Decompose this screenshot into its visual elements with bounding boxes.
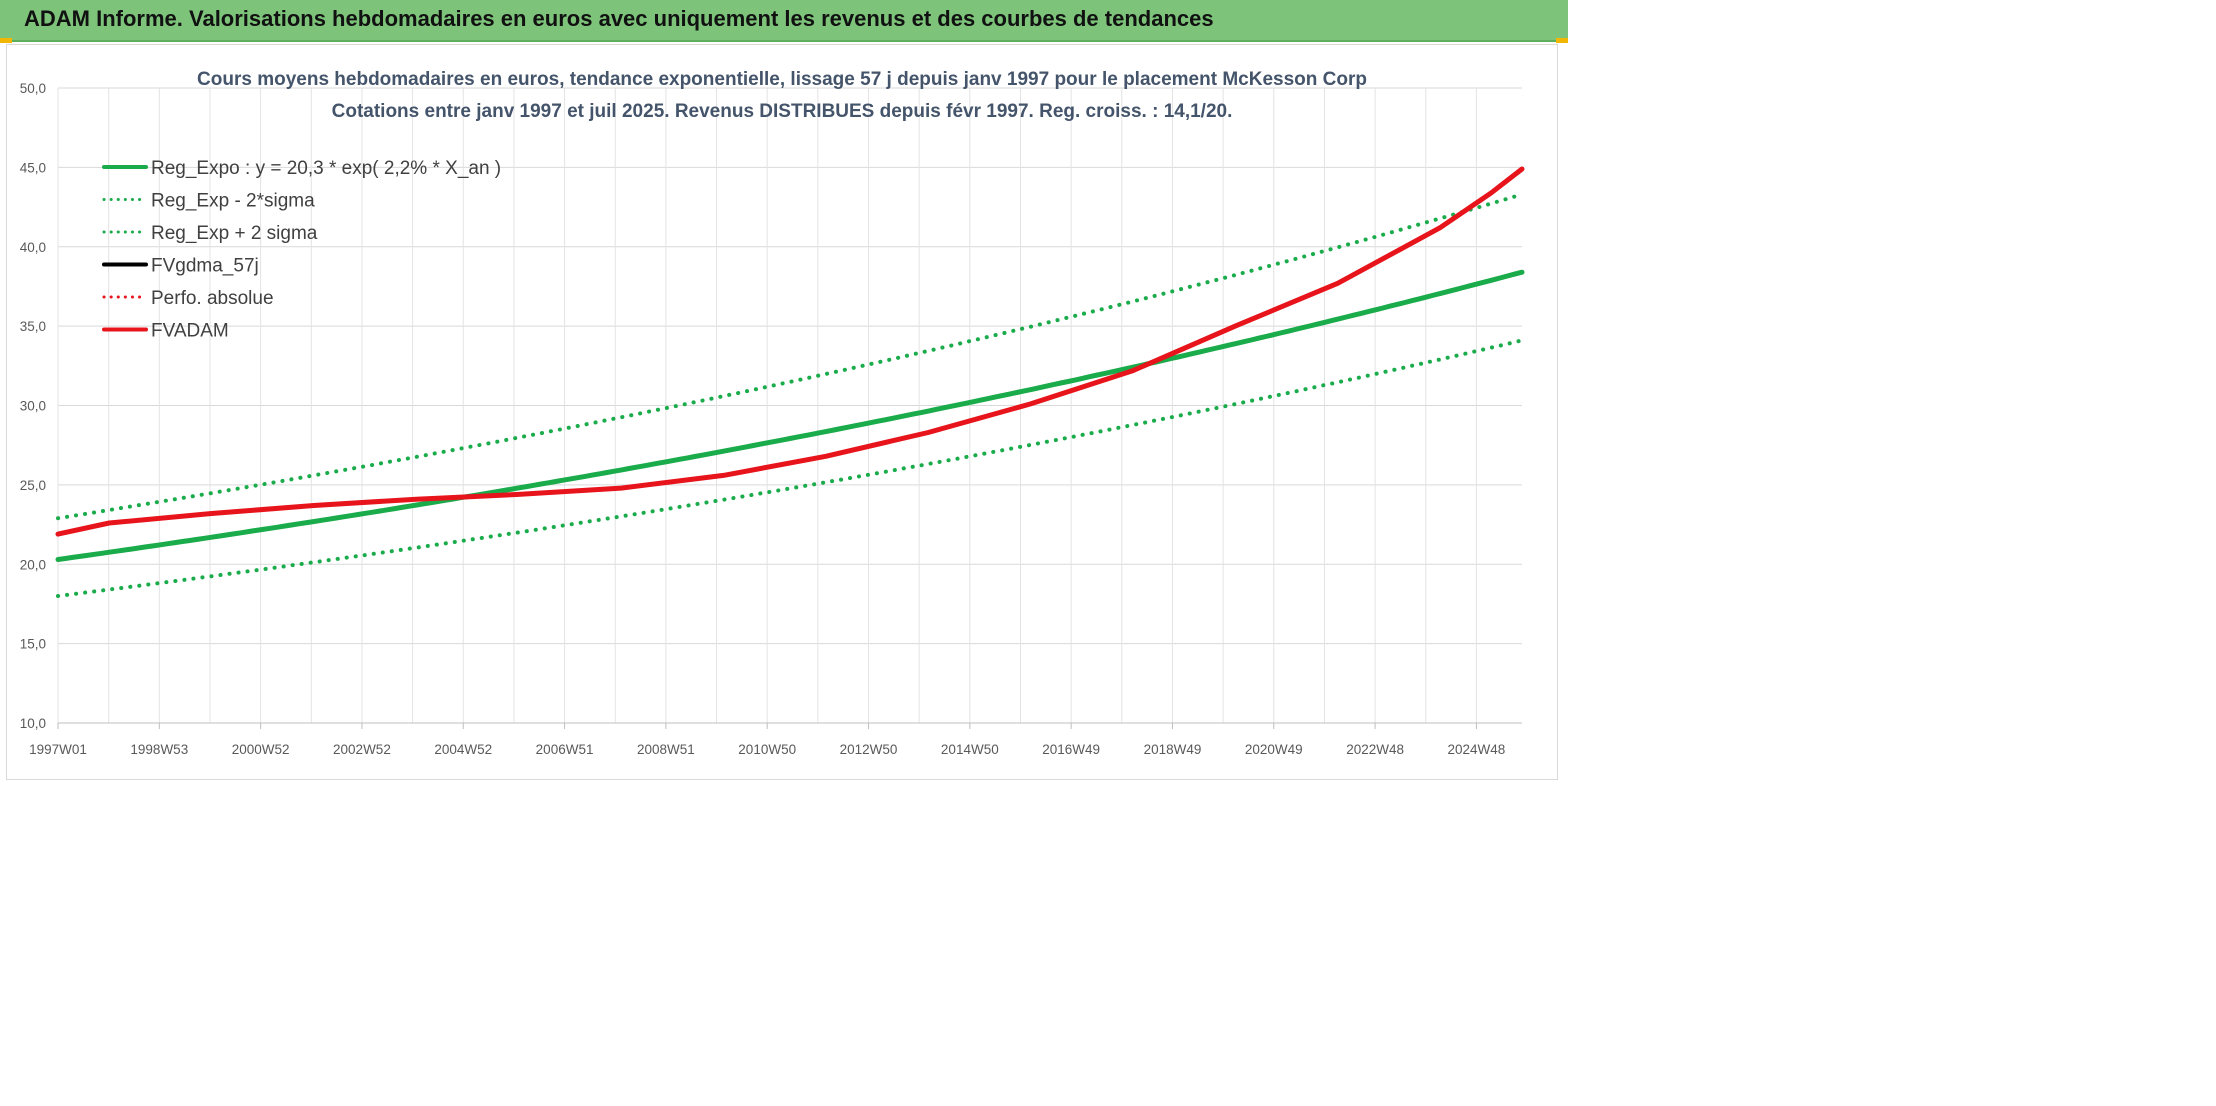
y-tick-label: 35,0	[20, 319, 46, 334]
report-title: ADAM Informe. Valorisations hebdomadaire…	[24, 6, 1214, 31]
series-line-1	[56, 338, 1524, 598]
x-tick-label: 2010W50	[738, 742, 796, 757]
x-tick-label: 2014W50	[941, 742, 999, 757]
gridlines	[57, 87, 1522, 724]
y-tick-label: 15,0	[20, 637, 46, 652]
series-line-5	[55, 166, 1525, 537]
x-tick-label: 2018W49	[1144, 742, 1202, 757]
x-tick-label: 2002W52	[333, 742, 391, 757]
x-tick-label: 2006W51	[536, 742, 594, 757]
x-tick-label: 2016W49	[1042, 742, 1100, 757]
corner-accent-left	[0, 38, 12, 43]
y-tick-label: 20,0	[20, 557, 46, 572]
y-axis-ticks: 10,0 15,0 20,0 25,0 30,0 35,0 40,0 45,0 50,0	[20, 81, 46, 731]
series-lines	[55, 166, 1525, 598]
legend-label: Perfo. absolue	[151, 288, 274, 309]
y-tick-label: 50,0	[20, 81, 46, 96]
legend-label: Reg_Exp + 2 sigma	[151, 223, 318, 244]
x-axis-ticks: 1997W01 1998W53 2000W52 2002W52 2004W52 2006W…	[29, 723, 1505, 757]
y-tick-label: 10,0	[20, 716, 46, 731]
x-tick-label: 1998W53	[130, 742, 188, 757]
x-tick-label: 2000W52	[232, 742, 290, 757]
x-tick-label: 2004W52	[434, 742, 492, 757]
x-tick-label: 2020W49	[1245, 742, 1303, 757]
line-chart: 10,0 15,0 20,0 25,0 30,0 35,0 40,0 45,0 50,0 199…	[20, 69, 1525, 757]
x-tick-label: 1997W01	[29, 742, 87, 757]
x-tick-label: 2012W50	[840, 742, 898, 757]
report-header: ADAM Informe. Valorisations hebdomadaire…	[0, 0, 1568, 42]
x-tick-label: 2008W51	[637, 742, 695, 757]
chart-frame	[6, 44, 1558, 780]
x-tick-label: 2022W48	[1346, 742, 1404, 757]
series-line-0	[55, 269, 1525, 562]
legend: Reg_Expo : y = 20,3 * exp( 2,2% * X_an )…	[102, 158, 501, 342]
legend-label: Reg_Expo : y = 20,3 * exp( 2,2% * X_an )	[151, 158, 501, 179]
chart-subtitle: Cotations entre janv 1997 et juil 2025. …	[332, 101, 1233, 122]
legend-label: Reg_Exp - 2*sigma	[151, 191, 315, 212]
series-line-2	[56, 192, 1524, 521]
corner-accent-right	[1556, 38, 1568, 43]
y-tick-label: 30,0	[20, 399, 46, 414]
y-tick-label: 45,0	[20, 160, 46, 175]
y-tick-label: 40,0	[20, 240, 46, 255]
legend-label: FVADAM	[151, 321, 229, 342]
x-tick-label: 2024W48	[1448, 742, 1506, 757]
legend-label: FVgdma_57j	[151, 256, 259, 277]
chart-title: Cours moyens hebdomadaires en euros, ten…	[197, 69, 1367, 90]
y-tick-label: 25,0	[20, 478, 46, 493]
